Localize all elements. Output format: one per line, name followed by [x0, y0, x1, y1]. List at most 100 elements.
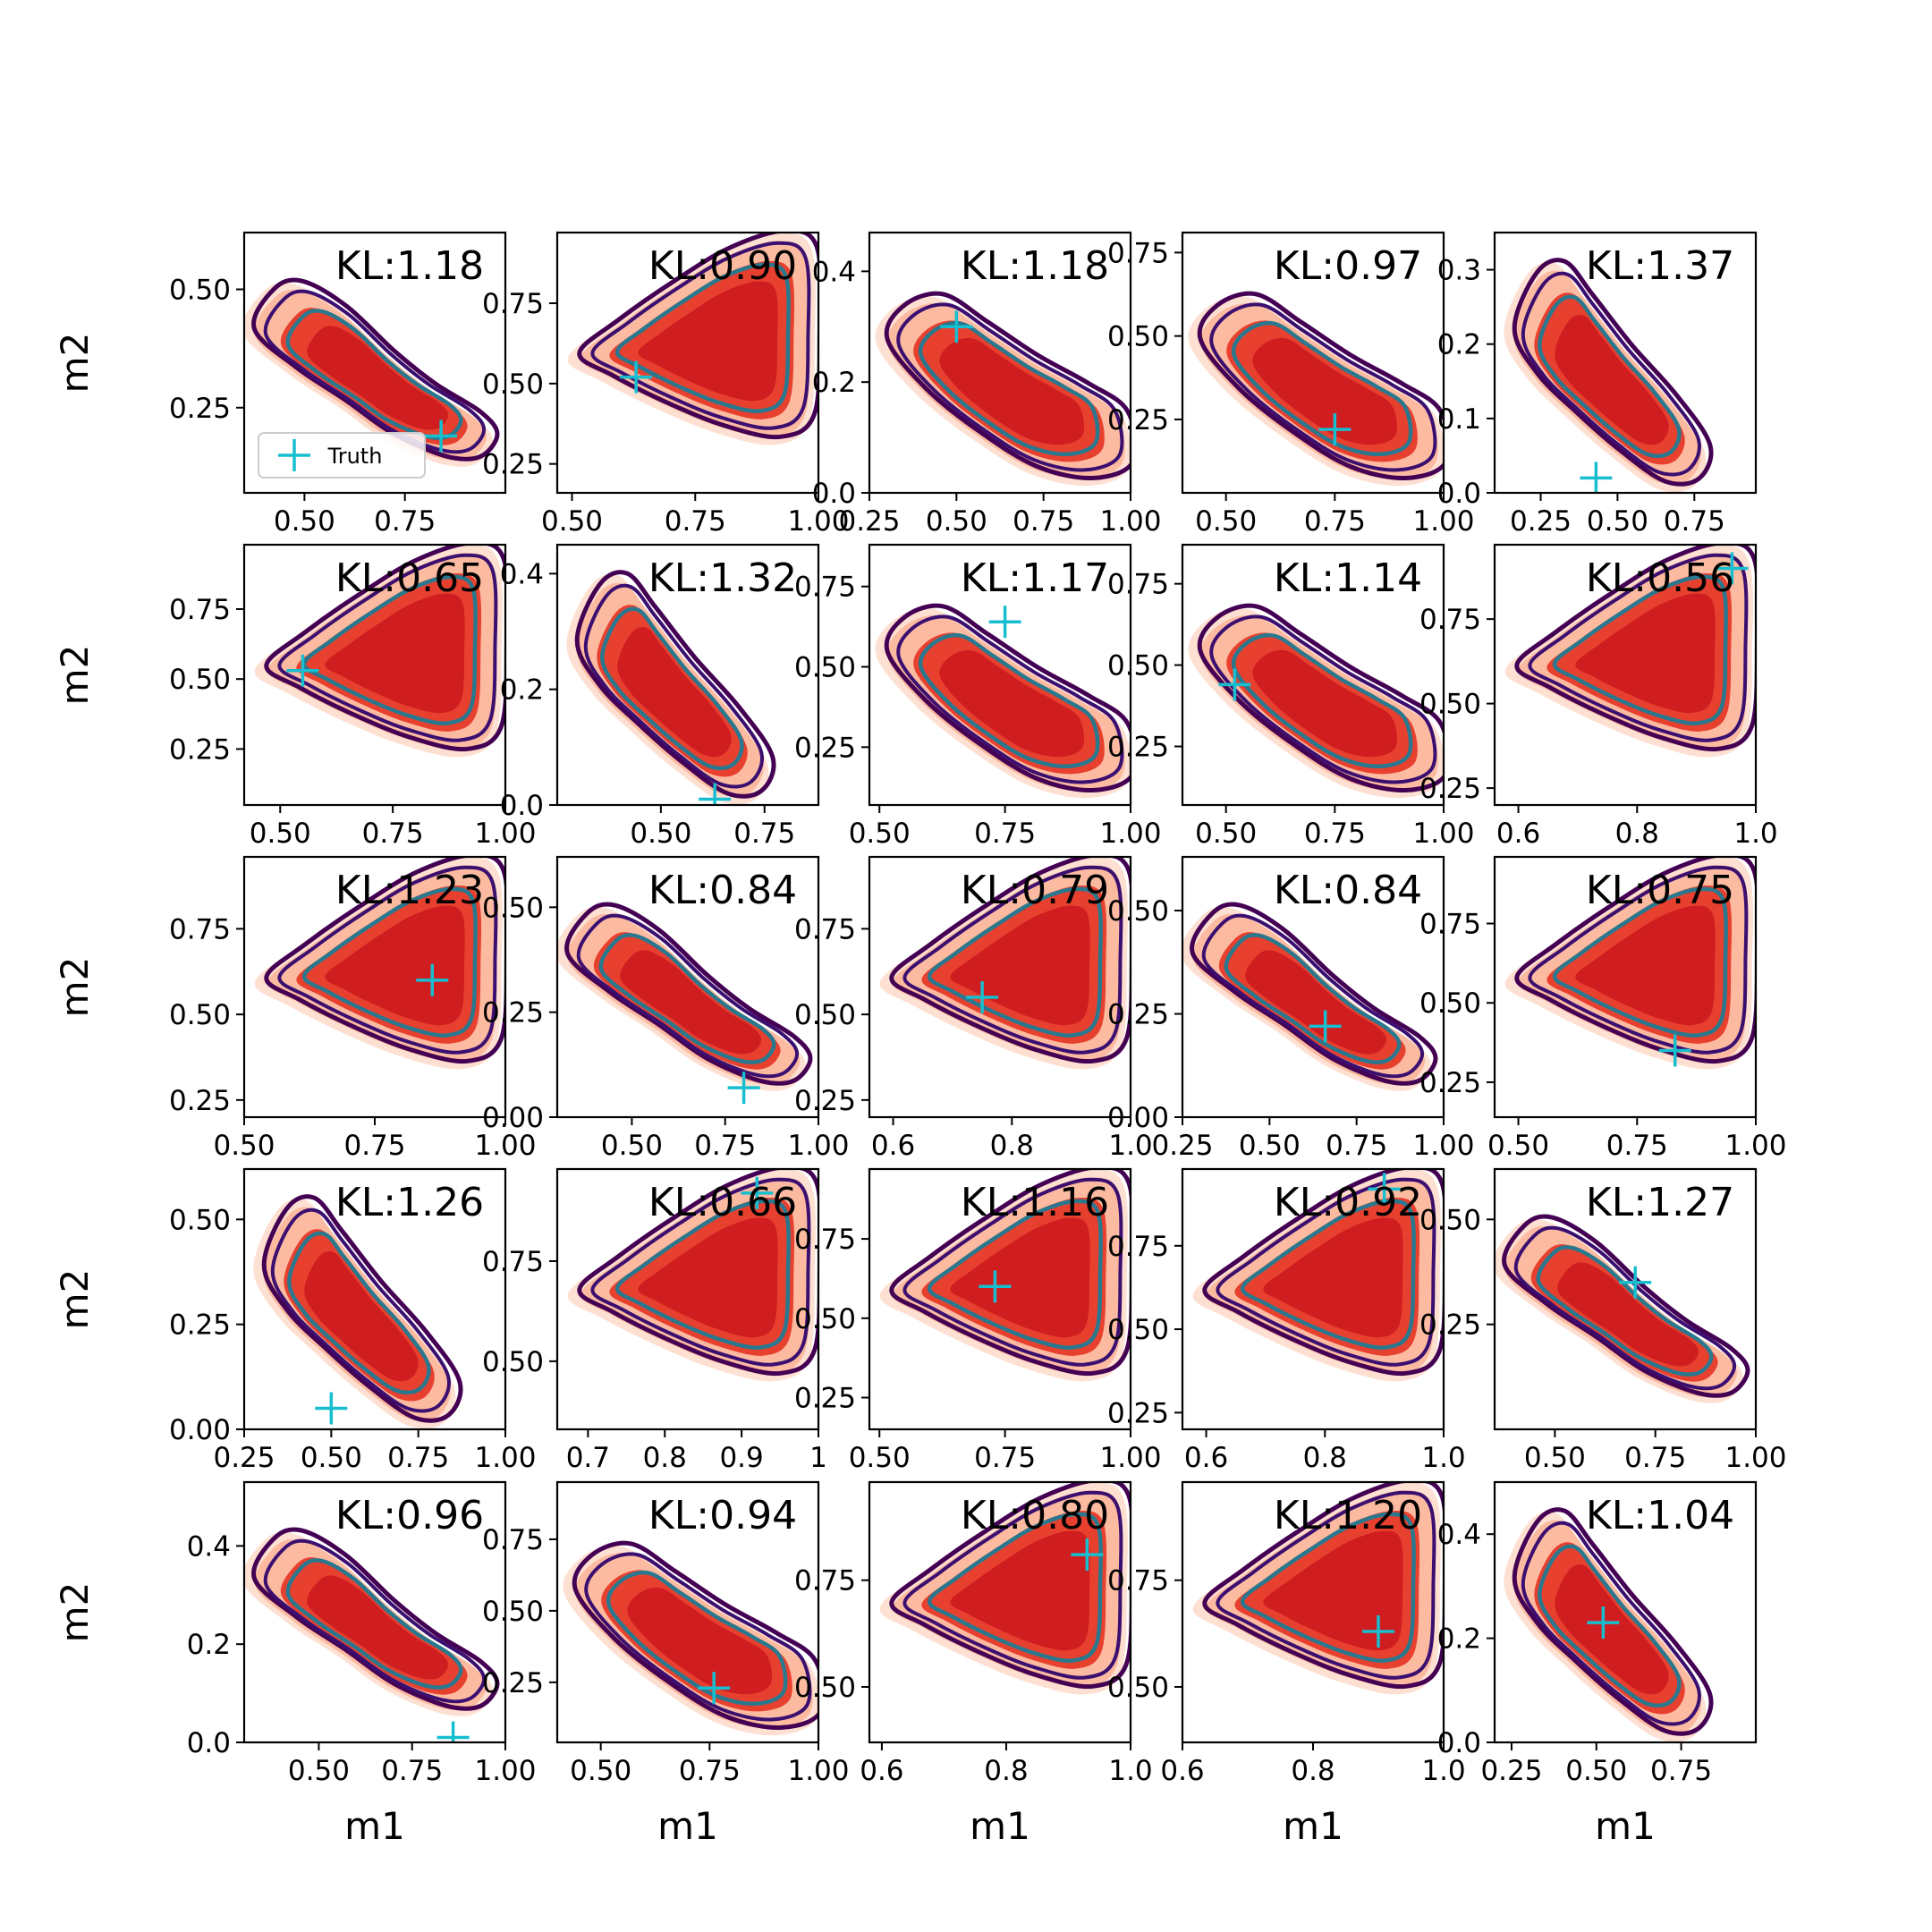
density-fill-core: [620, 950, 762, 1055]
x-tick-label: 0.8: [1303, 1442, 1347, 1474]
contour-layer: [879, 857, 1131, 1070]
truth-marker: [1658, 1034, 1691, 1067]
density-fill-core: [1575, 593, 1716, 714]
x-tick-label: 1.0: [1421, 1442, 1465, 1474]
x-tick-label: 0.50: [1195, 818, 1257, 850]
x-tick-label: 0.9: [719, 1442, 763, 1474]
density-fill-core: [1252, 337, 1398, 445]
y-tick-label: 0.25: [482, 1667, 544, 1699]
truth-marker: [1071, 1538, 1104, 1572]
y-tick-label: 0.25: [1107, 999, 1169, 1031]
x-tick-label: 0.25: [1510, 505, 1572, 538]
contour-layer: [879, 1169, 1131, 1382]
y-tick-label: 0.75: [482, 1524, 544, 1556]
density-fill-core: [1252, 649, 1398, 758]
panel-2: KL:0.90 0.50 0.75 1.00 0.25 0.50 0.75: [482, 231, 850, 538]
y-tick-label: 0.50: [482, 1596, 544, 1628]
contour-layer: [566, 570, 776, 805]
y-tick-label: 0.25: [1107, 404, 1169, 436]
x-tick-label: 1.0: [1108, 1755, 1152, 1787]
x-tick-label: 0.50: [250, 818, 311, 850]
truth-marker: [1580, 462, 1613, 493]
x-tick-label: 0.50: [288, 1755, 350, 1787]
legend-label: Truth: [327, 444, 383, 469]
x-tick-label: 1.00: [1099, 818, 1161, 850]
contour-line-mid: [277, 865, 498, 1055]
panel-title: KL:1.37: [1586, 243, 1734, 289]
y-tick-label: 0.50: [169, 1204, 231, 1236]
y-tick-label: 0.0: [1437, 1727, 1481, 1759]
y-tick-label: 0.50: [1107, 321, 1169, 353]
density-fill-core: [939, 337, 1085, 445]
truth-marker: [699, 783, 732, 805]
x-tick-label: 1.00: [1412, 505, 1474, 538]
contour-layer: [1188, 603, 1444, 799]
panel-title: KL:0.56: [1586, 555, 1734, 601]
panel-8: KL:1.17 0.50 0.75 1.00 0.25 0.50 0.75: [794, 543, 1162, 850]
density-fill-core: [939, 649, 1085, 758]
contour-line-inner: [1552, 574, 1728, 725]
contour-line-outer: [574, 570, 776, 799]
contour-line-outer: [1512, 258, 1714, 487]
panel-frame: [555, 1167, 820, 1431]
y-axis-label: m2: [53, 1269, 97, 1330]
panel-title: KL:1.16: [961, 1180, 1109, 1225]
x-tick-label: 0.75: [1664, 505, 1725, 538]
panel-frame: [868, 1480, 1132, 1744]
truth-marker: [1368, 1173, 1401, 1206]
contour-layer: [1188, 291, 1444, 487]
contour-line-mid: [270, 1208, 451, 1413]
panel-title: KL:0.75: [1586, 868, 1734, 913]
x-tick-label: 0.50: [630, 818, 691, 850]
panel-frame: [868, 543, 1132, 807]
contour-line-inner: [1552, 886, 1728, 1038]
y-tick-label: 0.3: [1437, 255, 1481, 287]
panel-frame: [555, 855, 820, 1119]
truth-marker: [416, 963, 449, 996]
panel-frame: [555, 1480, 820, 1744]
panel-frame: [1493, 543, 1758, 807]
x-tick-label: 0.25: [838, 505, 900, 538]
panel-frame: [555, 543, 820, 807]
y-tick-label: 0.25: [169, 1085, 231, 1117]
y-tick-label: 0.50: [794, 652, 856, 684]
y-axis-label: m2: [53, 645, 97, 706]
contour-line-mid: [1209, 614, 1437, 784]
density-fill-core: [307, 1575, 449, 1680]
contour-line-mid: [263, 1538, 487, 1704]
panel-title: KL:0.65: [335, 555, 484, 601]
panel-19: KL:0.92 0.6 0.8 1.0 0.25 0.50 0.75: [1107, 1167, 1466, 1474]
x-tick-label: 1.00: [1412, 818, 1474, 850]
legend-box: [258, 432, 426, 479]
panel-title: KL:0.66: [648, 1180, 797, 1225]
y-axis-label: m2: [53, 1582, 97, 1643]
panel-frame: [1181, 543, 1445, 807]
contour-line-outer: [1514, 545, 1756, 752]
x-axis-label: m1: [657, 1804, 718, 1848]
x-tick-label: 0.75: [733, 818, 795, 850]
y-tick-label: 0.00: [1107, 1102, 1169, 1134]
panel-frame: [1493, 1480, 1758, 1744]
x-tick-label: 1: [809, 1442, 827, 1474]
x-tick-label: 1.00: [1099, 1442, 1161, 1474]
panel-frame: [555, 231, 820, 495]
y-axis-label: m2: [53, 957, 97, 1018]
panel-title: KL:1.14: [1274, 555, 1422, 601]
contour-line-outer: [1502, 1214, 1750, 1398]
y-tick-label: 0.0: [187, 1727, 231, 1759]
panel-frame: [1493, 1167, 1758, 1431]
panel-frame: [242, 1480, 507, 1744]
contour-layer: [557, 902, 813, 1091]
x-tick-label: 0.8: [1615, 818, 1659, 850]
y-tick-label: 0.50: [1419, 987, 1481, 1020]
contour-line-outer: [261, 1194, 463, 1423]
panel-title: KL:0.84: [648, 868, 797, 913]
x-tick-label: 0.50: [1239, 1130, 1301, 1162]
contour-line-mid: [1216, 1490, 1436, 1680]
panel-7: KL:1.32 0.50 0.75 0.0 0.2 0.4: [500, 543, 820, 850]
contour-line-inner: [301, 574, 478, 725]
truth-marker: [979, 1270, 1012, 1303]
x-tick-label: 0.75: [974, 818, 1036, 850]
contour-line-mid: [583, 583, 764, 789]
